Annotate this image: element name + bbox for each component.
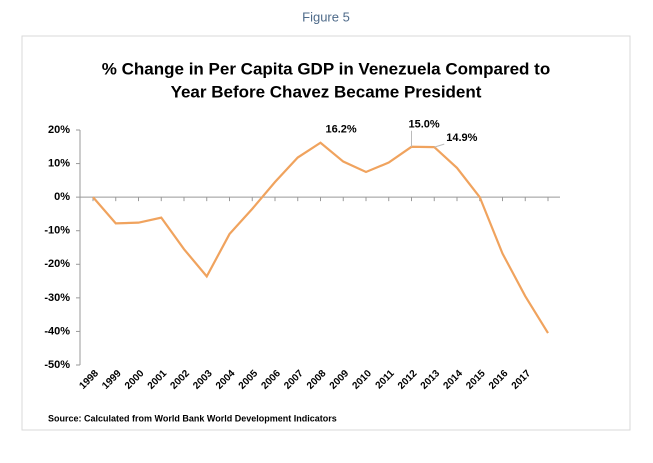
chart-title: Year Before Chavez Became President — [171, 82, 482, 101]
chart-title: % Change in Per Capita GDP in Venezuela … — [102, 59, 550, 78]
x-tick-label: 2015 — [464, 368, 488, 392]
y-tick-label: 20% — [48, 124, 70, 136]
x-tick-label: 2012 — [396, 368, 420, 392]
y-tick-label: 0% — [54, 191, 70, 203]
x-tick-label: 2005 — [237, 368, 261, 392]
y-tick-label: -20% — [44, 258, 70, 270]
label-leader — [434, 143, 445, 148]
figure-label: Figure 5 — [302, 9, 350, 24]
x-tick-label: 2004 — [214, 368, 238, 392]
data-label: 14.9% — [446, 132, 477, 144]
x-tick-label: 1999 — [100, 368, 124, 392]
data-label: 16.2% — [326, 124, 357, 136]
y-tick-label: -50% — [44, 359, 70, 371]
source-note: Source: Calculated from World Bank World… — [48, 413, 337, 423]
x-tick-label: 2008 — [305, 368, 329, 392]
line-series — [92, 141, 549, 334]
x-tick-label: 2014 — [441, 368, 465, 392]
y-tick-label: -10% — [44, 225, 70, 237]
x-tick-label: 2010 — [350, 368, 374, 392]
x-tick-label: 2009 — [328, 368, 352, 392]
x-tick-label: 2006 — [259, 368, 283, 392]
x-tick-label: 2013 — [419, 368, 443, 392]
x-tick-label: 2002 — [168, 368, 192, 392]
x-tick-label: 2016 — [487, 368, 511, 392]
x-tick-label: 2000 — [123, 368, 147, 392]
data-label: 15.0% — [409, 119, 440, 131]
x-tick-label: 2003 — [191, 368, 215, 392]
x-tick-label: 2001 — [146, 368, 170, 392]
x-tick-label: 2007 — [282, 368, 306, 392]
y-tick-label: -40% — [44, 325, 70, 337]
y-tick-label: -30% — [44, 292, 70, 304]
chart-frame — [21, 35, 631, 431]
x-tick-label: 1998 — [77, 368, 101, 392]
x-tick-label: 2011 — [374, 368, 397, 391]
y-tick-label: 10% — [48, 157, 70, 169]
x-tick-label: 2017 — [510, 368, 534, 392]
